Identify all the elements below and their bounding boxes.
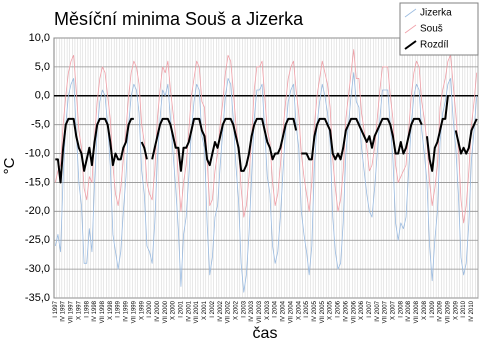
y-tick-label: -30,0 [25, 263, 50, 275]
x-tick-label: I 1997 [53, 300, 59, 317]
y-tick-label: -15,0 [25, 176, 50, 188]
x-tick-label: IV 2002 [218, 300, 224, 321]
x-tick-label: VII 2002 [226, 300, 232, 323]
x-tick-label: IV 1999 [124, 300, 130, 321]
legend-swatch [404, 8, 417, 18]
y-tick-label: -10,0 [25, 147, 50, 159]
x-tick-label: X 2007 [391, 300, 397, 320]
series-line [140, 141, 148, 160]
x-tick-label: I 2001 [179, 300, 185, 317]
series-line [454, 118, 478, 155]
legend-swatch [404, 24, 417, 34]
y-tick-label: -20,0 [25, 205, 50, 217]
legend-label: Rozdíl [420, 40, 448, 51]
series-line [54, 72, 478, 293]
x-tick-label: VII 2006 [351, 300, 357, 323]
x-tick-label: VII 1999 [131, 300, 137, 323]
x-tick-label: X 2002 [233, 300, 239, 320]
x-tick-label: IV 2005 [312, 300, 318, 321]
x-tick-label: IV 2004 [281, 300, 287, 321]
x-tick-label: VII 2009 [445, 300, 451, 323]
x-tick-label: X 2000 [171, 300, 177, 320]
x-tick-label: I 2003 [241, 300, 247, 317]
y-axis-title: °C [1, 157, 18, 174]
legend-swatch [404, 40, 417, 50]
legend-label: Jizerka [420, 8, 452, 19]
x-tick-label: VII 2008 [414, 300, 420, 323]
x-tick-label: I 1998 [84, 300, 90, 317]
x-tick-label: I 2005 [304, 300, 310, 317]
legend-label: Souš [420, 24, 443, 35]
x-tick-label: X 2003 [265, 300, 271, 320]
x-tick-label: I 2010 [461, 300, 467, 317]
chart-title: Měsíční minima Souš a Jizerka [54, 9, 304, 29]
x-tick-label: X 1998 [108, 300, 114, 320]
x-tick-label: VII 2007 [383, 300, 389, 323]
x-tick-label: X 2009 [453, 300, 459, 320]
y-tick-label: -35,0 [25, 292, 50, 304]
x-tick-label: IV 2003 [249, 300, 255, 321]
x-tick-label: IV 1997 [61, 300, 67, 321]
x-tick-label: I 2006 [336, 300, 342, 317]
y-tick-label: -5,0 [31, 119, 50, 131]
x-tick-label: VII 2000 [163, 300, 169, 323]
y-tick-label: -25,0 [25, 234, 50, 246]
x-tick-label: IV 1998 [92, 300, 98, 321]
x-tick-label: VII 1998 [100, 300, 106, 323]
x-tick-label: X 2008 [422, 300, 428, 320]
x-tick-label: I 2007 [367, 300, 373, 317]
x-tick-label: X 2001 [202, 300, 208, 320]
x-tick-label: X 1997 [76, 300, 82, 320]
x-tick-label: I 2004 [273, 300, 279, 317]
y-tick-label: 5,0 [35, 61, 50, 73]
x-tick-label: IV 2001 [186, 300, 192, 321]
x-tick-label: X 2004 [296, 300, 302, 320]
x-tick-label: X 2006 [359, 300, 365, 320]
x-tick-label: I 2002 [210, 300, 216, 317]
x-tick-label: X 2005 [328, 300, 334, 320]
series-line [54, 49, 478, 224]
series-line [301, 117, 423, 161]
legend: Jizerka Souš Rozdíl [399, 2, 479, 56]
x-tick-label: IV 2000 [155, 300, 161, 321]
x-tick-label: IV 2006 [343, 300, 349, 321]
x-tick-label: IV 2009 [438, 300, 444, 321]
x-tick-label: I 1999 [116, 300, 122, 317]
x-tick-label: I 2000 [147, 300, 153, 317]
series-line [425, 95, 449, 172]
x-tick-label: I 2009 [430, 300, 436, 317]
x-tick-label: IV 2007 [375, 300, 381, 321]
x-tick-label: IV 2010 [469, 300, 475, 321]
y-tick-label: 0,0 [35, 90, 50, 102]
x-tick-label: I 2008 [398, 300, 404, 317]
x-axis-title: čas [253, 325, 278, 342]
x-tick-label: VII 2001 [194, 300, 200, 323]
x-tick-label: VII 2004 [288, 300, 294, 323]
x-tick-label: VII 1997 [69, 300, 75, 323]
x-tick-label: IV 2008 [406, 300, 412, 321]
series-line [151, 117, 298, 172]
y-tick-label: 10,0 [29, 32, 50, 44]
x-tick-label: X 1999 [139, 300, 145, 320]
x-tick-label: VII 2005 [320, 300, 326, 323]
x-tick-label: VII 2003 [257, 300, 263, 323]
series-line [55, 117, 134, 184]
